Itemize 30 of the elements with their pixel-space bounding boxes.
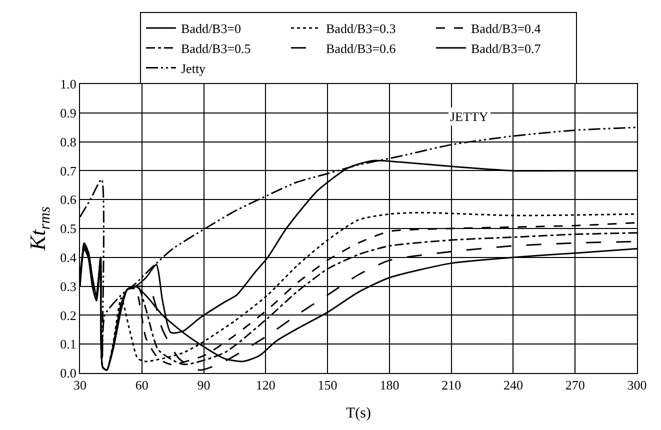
legend-label: Badd/B3=0.3: [326, 21, 396, 36]
y-tick-label: 0.5: [60, 221, 76, 236]
y-tick-label: 0.0: [60, 366, 76, 381]
x-tick-label: 150: [318, 378, 338, 393]
x-tick-label: 300: [627, 378, 647, 393]
x-axis-title: T(s): [346, 406, 371, 422]
legend-label: Badd/B3=0: [181, 21, 242, 36]
x-tick-label: 30: [74, 378, 86, 393]
y-tick-label: 0.2: [60, 308, 76, 323]
legend-label: Jetty: [181, 60, 206, 76]
x-tick-label: 60: [135, 378, 148, 393]
y-tick-label: 0.9: [60, 105, 76, 120]
legend-label: Badd/B3=0.7: [471, 40, 542, 56]
x-tick-label: 240: [503, 378, 523, 393]
y-tick-label: 0.8: [60, 134, 76, 150]
y-tick-label: 0.1: [60, 336, 76, 352]
annotation: JETTY: [450, 109, 489, 124]
y-tick-label: 1.0: [60, 76, 76, 92]
legend-label: Badd/B3=0.4: [471, 21, 542, 36]
x-tick-label: 90: [197, 378, 210, 393]
x-tick-label: 210: [442, 378, 462, 393]
x-tick-label: 120: [256, 378, 276, 393]
y-tick-label: 0.4: [60, 250, 77, 265]
x-tick-label: 180: [380, 378, 400, 393]
x-tick-label: 270: [565, 378, 585, 393]
legend-label: Badd/B3=0.5: [181, 40, 251, 56]
y-tick-label: 0.3: [60, 278, 76, 294]
legend-label: Badd/B3=0.6: [326, 40, 396, 56]
y-tick-label: 0.7: [60, 163, 77, 178]
y-tick-label: 0.6: [60, 192, 77, 208]
